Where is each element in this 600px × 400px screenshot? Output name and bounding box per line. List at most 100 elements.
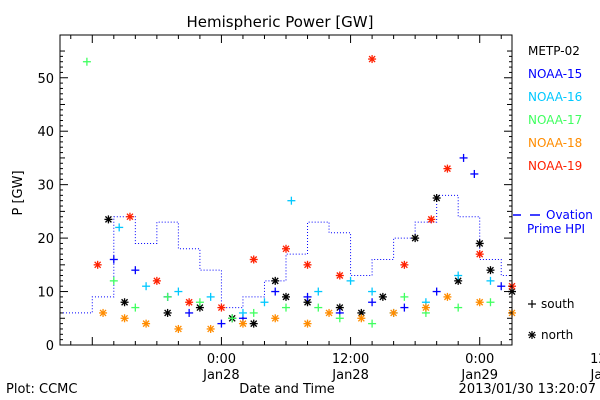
star-marker [271,276,280,285]
plus-marker [400,303,409,312]
legend-ovation-label: Ovation [546,208,593,222]
chart-title: Hemispheric Power [GW] [187,13,374,31]
star-marker [357,314,366,323]
legend-entry: NOAA-18 [528,136,582,150]
plus-marker [287,196,296,205]
plus-marker [368,319,377,328]
legend-entry: NOAA-17 [528,113,582,127]
y-axis-label: P [GW] [11,170,26,215]
legend: METP-02 NOAA-15 NOAA-16 NOAA-17 NOAA-18 NOAA-… [513,44,593,342]
plus-marker [131,266,140,275]
footer-left: Plot: CCMC [6,382,77,397]
footer-timestamp: 2013/01/30 13:20:07 [459,382,596,397]
plus-marker [142,282,151,291]
y-tick-label: 10 [37,286,54,301]
plus-marker [303,292,312,301]
star-marker [125,212,134,221]
star-marker [249,255,258,264]
star-marker [238,319,247,328]
plus-marker [486,276,495,285]
ovation-step-line [60,194,512,314]
star-marker [271,314,280,323]
star-marker [432,194,441,203]
x-axis-label: Date and Time [239,382,335,397]
x-tick-time-label: 12:00 [332,352,369,367]
plus-marker [238,308,247,317]
star-marker [174,324,183,333]
star-marker [475,250,484,259]
x-tick-date-label: Jan28 [331,368,369,383]
legend-plus-marker [528,300,536,308]
legend-star-marker [528,331,536,339]
star-marker [120,314,129,323]
plus-marker [497,282,506,291]
plus-marker [335,314,344,323]
star-marker [142,319,151,328]
star-marker [217,303,226,312]
plus-marker [400,292,409,301]
plus-marker [163,292,172,301]
legend-entry: NOAA-16 [528,90,582,104]
plus-marker [217,319,226,328]
legend-ovation-label-2: Prime HPI [527,222,585,236]
legend-entry: METP-02 [528,44,580,58]
plus-marker [109,276,118,285]
star-marker [303,319,312,328]
plus-marker [368,287,377,296]
star-marker [368,55,377,64]
plus-marker [282,303,290,312]
ovation-series-line [60,194,512,314]
star-marker [475,298,484,307]
plus-marker [82,57,91,66]
star-marker [335,271,344,280]
plus-marker [185,308,194,317]
plus-marker [486,298,495,307]
star-marker [152,276,161,285]
star-marker [104,215,113,224]
y-tick-label: 50 [37,72,54,87]
plus-marker [346,276,355,285]
star-marker [427,215,436,224]
y-axis-ticks: 0 10 20 30 40 50 [37,50,512,354]
star-marker [443,292,452,301]
x-axis-ticks: 0:00Jan2812:00Jan280:00Jan2912:00Jan290:… [70,35,600,383]
star-marker [185,298,194,307]
plus-marker [470,169,479,178]
star-marker [443,164,452,173]
plus-marker [115,223,124,232]
star-marker [206,324,215,333]
plus-marker [249,308,258,317]
star-marker [120,298,129,307]
legend-entry: NOAA-19 [528,159,582,173]
plus-marker [314,287,323,296]
x-tick-date-label: Jan29 [460,368,498,383]
legend-entry: NOAA-15 [528,67,582,81]
plus-marker [368,298,377,307]
star-marker [335,303,344,312]
plus-marker [174,287,183,296]
plus-marker [260,298,269,307]
star-marker [378,292,387,301]
y-tick-label: 30 [37,179,54,194]
star-marker [486,266,495,275]
star-marker [282,244,290,253]
star-marker [249,319,258,328]
legend-marker-label: north [541,328,573,342]
plus-marker [271,287,280,296]
y-tick-label: 0 [46,339,54,354]
plus-marker [131,303,140,312]
star-marker [411,234,420,243]
x-tick-time-label: 0:00 [465,352,494,367]
x-tick-time-label: 0:00 [207,352,236,367]
x-tick-date-label: Jan28 [202,368,240,383]
x-tick-time-label: 12:00 [590,352,600,367]
plus-marker [454,271,463,280]
plus-marker [206,292,215,301]
data-points [82,55,516,333]
plus-marker [454,303,463,312]
y-tick-label: 20 [37,232,54,247]
legend-marker-label: south [541,297,575,311]
star-marker [93,260,102,269]
plus-marker [314,303,323,312]
